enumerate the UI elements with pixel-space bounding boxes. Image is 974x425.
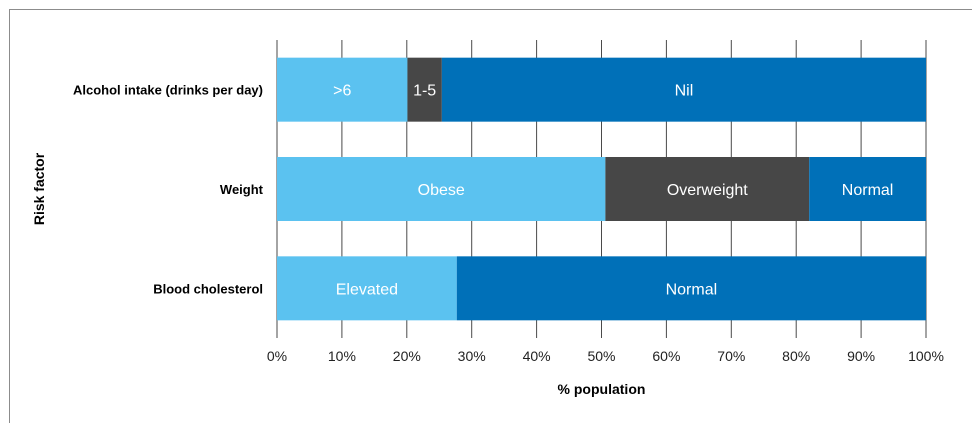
bar-segment [277, 57, 408, 122]
bar-segment [407, 57, 442, 122]
x-tick-label: 50% [587, 348, 615, 364]
x-tick-label: 40% [523, 348, 551, 364]
segment-label: Overweight [667, 182, 748, 199]
segment-label: >6 [333, 83, 351, 100]
segment-label: Normal [666, 281, 718, 298]
y-axis-title: Risk factor [31, 152, 47, 225]
segment-label: Elevated [336, 281, 398, 298]
category-labels: Alcohol intake (drinks per day) Weight Blo… [73, 83, 264, 297]
x-tick-label: 70% [717, 348, 745, 364]
bars: >6 1-5 Nil Obese Overweight Normal Elevated Nor… [277, 57, 926, 321]
bar-segment [277, 157, 606, 221]
x-tick-label: 20% [393, 348, 421, 364]
x-tick-label: 80% [782, 348, 810, 364]
bar-segment [441, 57, 926, 122]
x-tick-label: 60% [652, 348, 680, 364]
chart-frame [9, 9, 972, 423]
segment-label: Nil [675, 83, 694, 100]
x-tick-label: 0% [267, 348, 287, 364]
bar-segment [277, 256, 457, 321]
x-tick-label: 90% [847, 348, 875, 364]
category-label: Alcohol intake (drinks per day) [73, 83, 263, 98]
x-tick-label: 100% [908, 348, 944, 364]
segment-label: Obese [418, 182, 465, 199]
x-tick-label: 10% [328, 348, 356, 364]
x-axis-title: % population [558, 381, 646, 397]
bar-segment [456, 256, 926, 321]
segment-label: Normal [842, 182, 894, 199]
category-label: Blood cholesterol [153, 281, 263, 296]
x-tick-label: 30% [458, 348, 486, 364]
category-label: Weight [220, 182, 264, 197]
bar-segment [605, 157, 810, 221]
segment-label: 1-5 [413, 83, 436, 100]
bar-segment [809, 157, 926, 221]
x-tick-labels: 0% 10% 20% 30% 40% 50% 60% 70% 80% 90% 100% [267, 348, 944, 364]
